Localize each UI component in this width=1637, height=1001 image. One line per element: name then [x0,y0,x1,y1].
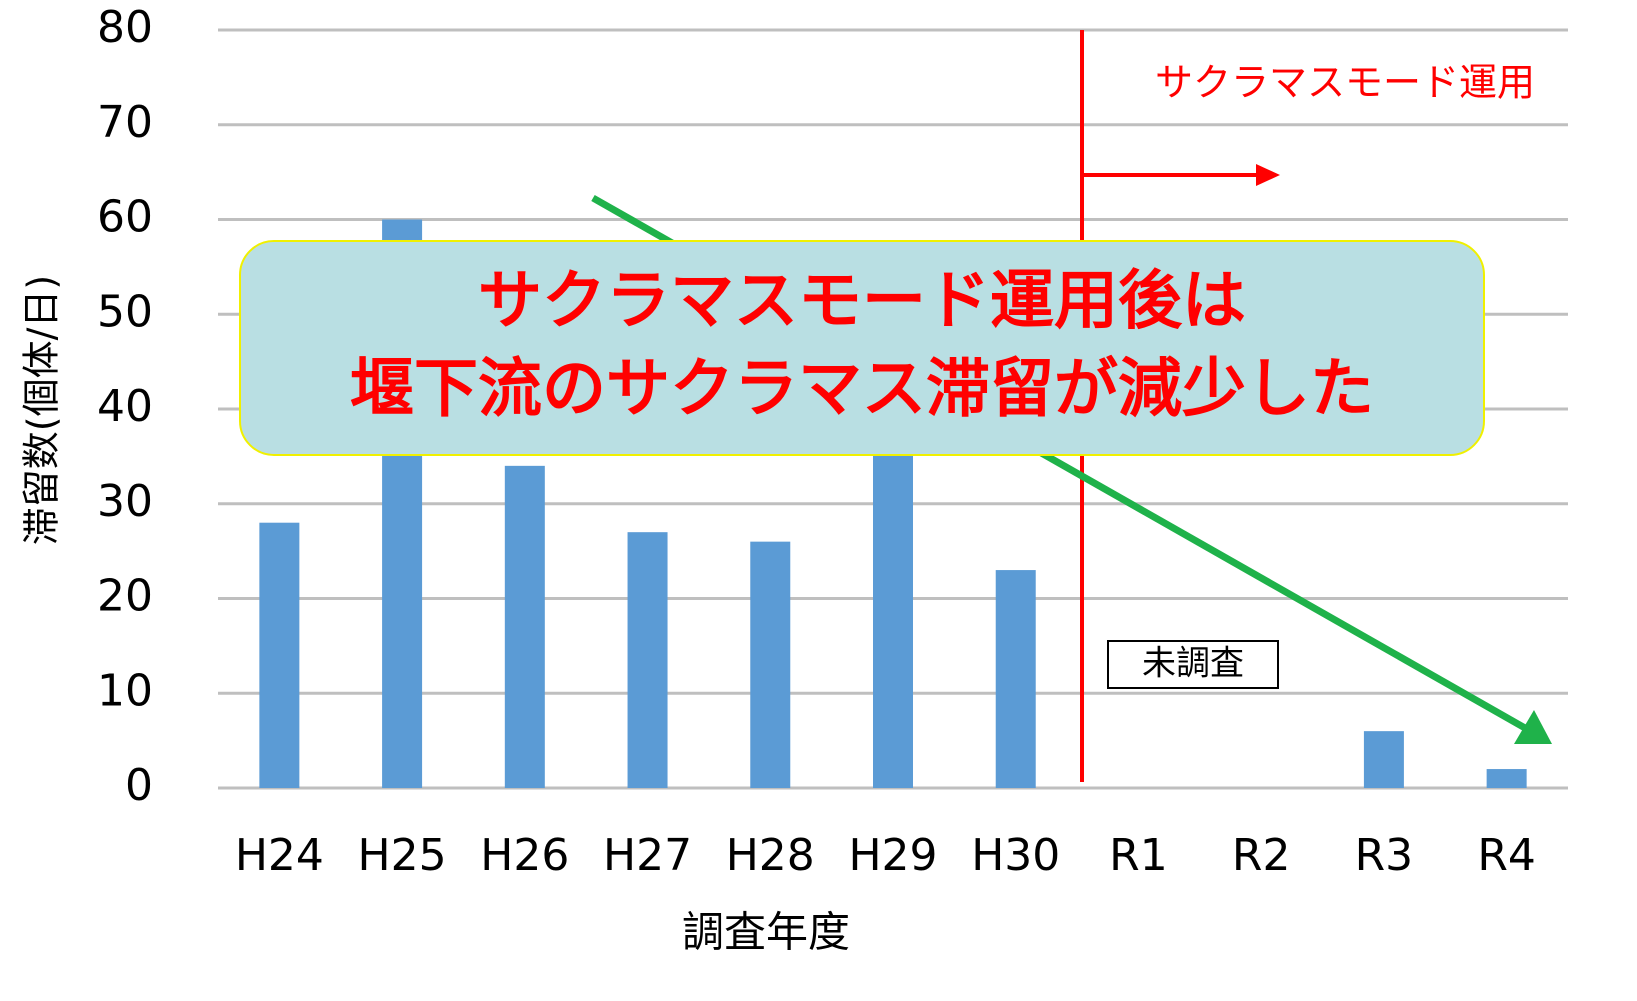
callout-line: サクラマスモード運用後は [478,265,1246,339]
labels: 0 10 20 30 40 50 60 70 80 H24 H25 H26 H27 H28 H29 H30 R1… [97,2,1536,881]
y-tick-label: 60 [97,192,153,243]
x-tick-label: R3 [1355,830,1414,881]
x-tick-label: R4 [1477,830,1536,881]
bar [1486,769,1527,788]
y-tick-label: 30 [97,476,153,527]
x-tick-label: H25 [358,830,447,881]
x-tick-label: H27 [603,830,692,881]
y-tick-label: 0 [125,760,153,811]
y-tick-label: 80 [97,2,153,53]
x-tick-label: H29 [848,830,937,881]
bar [1363,731,1404,788]
trend-arrow-head [1514,710,1552,744]
y-axis-title: 滞留数(個体/日) [20,275,64,545]
y-tick-label: 40 [97,381,153,432]
bar [995,570,1036,788]
mode-arrow-head [1256,164,1280,186]
mode-label: サクラマスモード運用 [1155,61,1535,105]
x-tick-label: H26 [480,830,569,881]
callout-line: 堰下流のサクラマス滞留が減少した [350,353,1374,427]
x-tick-label: R1 [1109,830,1168,881]
not-surveyed-box [1107,640,1279,689]
x-tick-label: H24 [235,830,324,881]
not-surveyed-label: 未調査 [1142,644,1244,684]
bar [627,532,668,788]
x-tick-label: R2 [1232,830,1291,881]
y-tick-label: 50 [97,286,153,337]
y-tick-label: 70 [97,97,153,148]
bar [504,465,545,788]
bar [750,541,791,788]
y-tick-label: 20 [97,571,153,622]
x-tick-label: H30 [971,830,1060,881]
callout-box [239,240,1485,456]
x-tick-label: H28 [726,830,815,881]
x-axis-title: 調査年度 [682,908,850,957]
bar [259,522,300,788]
y-tick-label: 10 [97,665,153,716]
